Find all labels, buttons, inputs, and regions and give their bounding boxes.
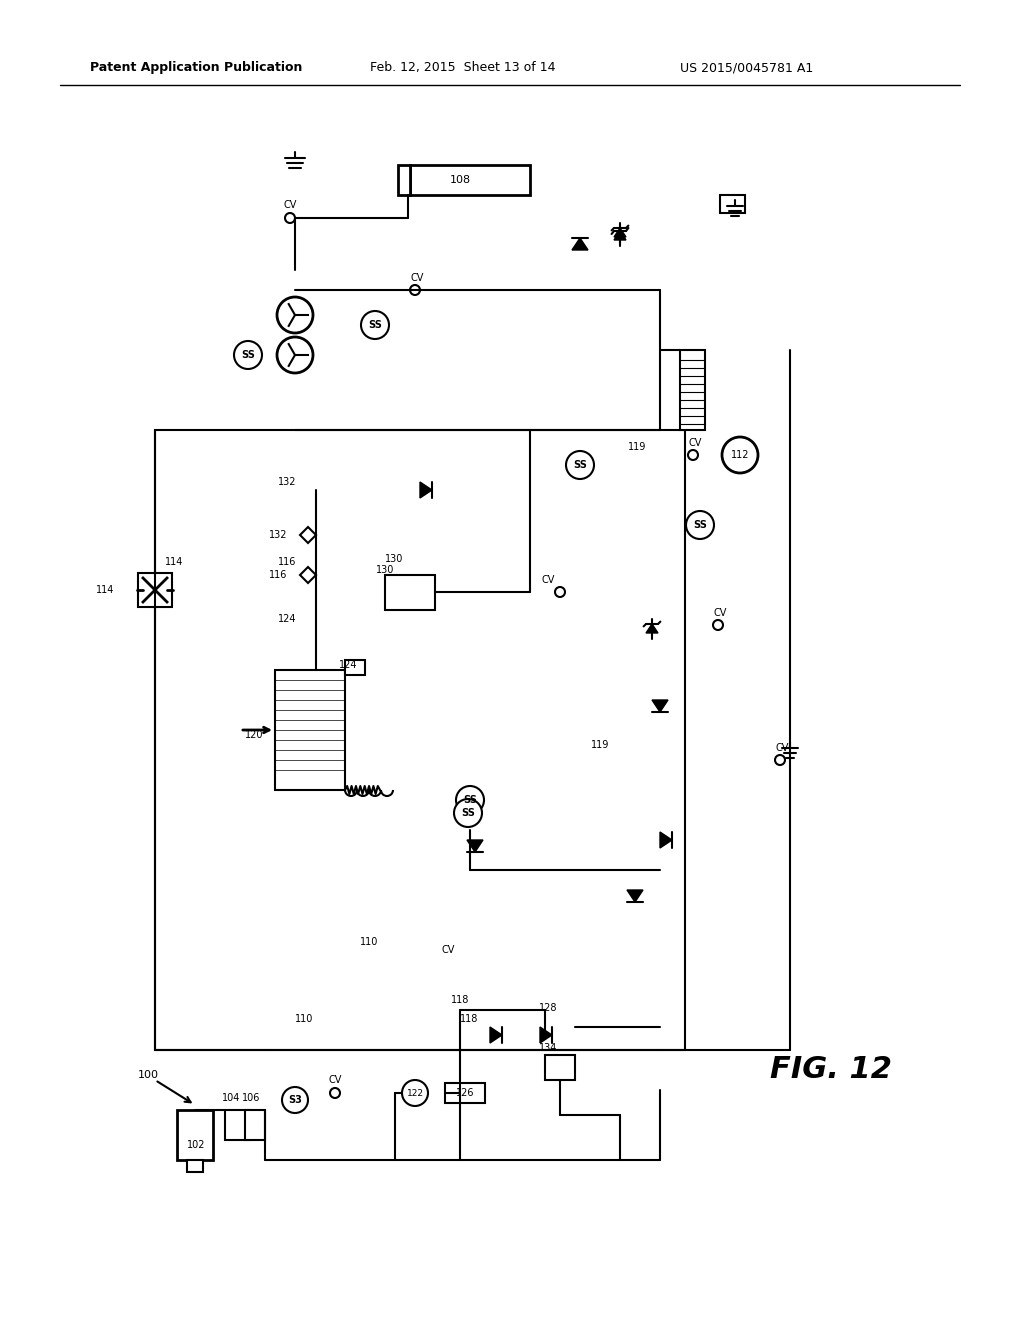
Text: S3: S3 [288, 1096, 302, 1105]
Circle shape [402, 1080, 428, 1106]
Polygon shape [627, 890, 643, 902]
Circle shape [555, 587, 565, 597]
Text: SS: SS [241, 350, 255, 360]
Circle shape [454, 799, 482, 828]
Polygon shape [614, 231, 626, 240]
Circle shape [330, 1088, 340, 1098]
Bar [275, 671, 345, 789]
Bar [720, 195, 745, 213]
Text: Feb. 12, 2015  Sheet 13 of 14: Feb. 12, 2015 Sheet 13 of 14 [370, 62, 555, 74]
Text: 120: 120 [245, 730, 263, 741]
Text: 102: 102 [187, 1140, 206, 1150]
Circle shape [435, 954, 445, 965]
Bar [680, 350, 705, 430]
Polygon shape [652, 700, 668, 711]
Bar [345, 660, 365, 675]
Bar [245, 1110, 265, 1140]
Text: 104: 104 [222, 1093, 241, 1104]
Text: SS: SS [693, 520, 707, 531]
Text: CV: CV [688, 438, 701, 447]
Text: 130: 130 [385, 554, 403, 564]
Text: 122: 122 [407, 1089, 424, 1097]
Text: 128: 128 [539, 1003, 557, 1012]
Polygon shape [614, 228, 626, 238]
Text: CV: CV [329, 1074, 342, 1085]
Ellipse shape [375, 949, 406, 972]
Text: 116: 116 [269, 570, 287, 579]
Text: CV: CV [284, 201, 297, 210]
Text: 108: 108 [450, 176, 471, 185]
Text: 114: 114 [165, 557, 183, 568]
Polygon shape [646, 624, 658, 634]
Circle shape [361, 312, 389, 339]
Circle shape [278, 297, 313, 333]
Text: 118: 118 [451, 995, 469, 1005]
Text: 106: 106 [242, 1093, 260, 1104]
Text: CV: CV [775, 743, 788, 752]
Bar [155, 430, 685, 1049]
Circle shape [234, 341, 262, 370]
Bar [385, 576, 435, 610]
Text: 130: 130 [376, 565, 394, 576]
Circle shape [713, 620, 723, 630]
Bar [445, 1082, 485, 1104]
Text: FIG. 12: FIG. 12 [770, 1056, 892, 1085]
Text: CV: CV [714, 609, 727, 618]
Text: SS: SS [461, 808, 475, 818]
Bar [545, 1015, 575, 1040]
Text: 124: 124 [278, 614, 297, 624]
Text: SS: SS [463, 795, 477, 805]
Text: CV: CV [441, 945, 455, 954]
Text: SS: SS [368, 319, 382, 330]
Bar [177, 1110, 213, 1160]
Circle shape [410, 285, 420, 294]
Circle shape [686, 511, 714, 539]
Circle shape [278, 337, 313, 374]
Polygon shape [572, 238, 588, 249]
Bar [138, 573, 172, 607]
Text: 119: 119 [628, 442, 646, 451]
Text: CV: CV [411, 273, 424, 282]
Text: CV: CV [542, 576, 555, 585]
Circle shape [566, 451, 594, 479]
Circle shape [722, 437, 758, 473]
Text: Patent Application Publication: Patent Application Publication [90, 62, 302, 74]
Text: 110: 110 [295, 1014, 313, 1024]
Bar [187, 1160, 203, 1172]
Polygon shape [300, 568, 316, 583]
Circle shape [688, 450, 698, 459]
Text: 134: 134 [539, 1043, 557, 1053]
Polygon shape [300, 527, 316, 543]
Text: 118: 118 [460, 1014, 478, 1024]
Polygon shape [467, 840, 483, 851]
Text: 126: 126 [456, 1088, 474, 1098]
Text: 116: 116 [278, 557, 296, 568]
Polygon shape [540, 1027, 552, 1043]
Polygon shape [420, 482, 432, 498]
Circle shape [282, 1086, 308, 1113]
Text: 100: 100 [137, 1071, 159, 1080]
Text: 119: 119 [591, 741, 609, 750]
Text: 112: 112 [731, 450, 750, 459]
Polygon shape [490, 1027, 502, 1043]
Circle shape [456, 785, 484, 814]
Text: SS: SS [573, 459, 587, 470]
Circle shape [775, 755, 785, 766]
Circle shape [285, 213, 295, 223]
Bar [410, 165, 530, 195]
Text: 110: 110 [360, 937, 379, 946]
Bar [398, 165, 410, 195]
Polygon shape [660, 832, 672, 847]
Text: 132: 132 [278, 477, 297, 487]
Text: US 2015/0045781 A1: US 2015/0045781 A1 [680, 62, 813, 74]
Text: 124: 124 [339, 660, 357, 671]
Text: 114: 114 [96, 585, 115, 595]
Bar [225, 1110, 250, 1140]
Bar [545, 1055, 575, 1080]
Text: 132: 132 [268, 531, 288, 540]
